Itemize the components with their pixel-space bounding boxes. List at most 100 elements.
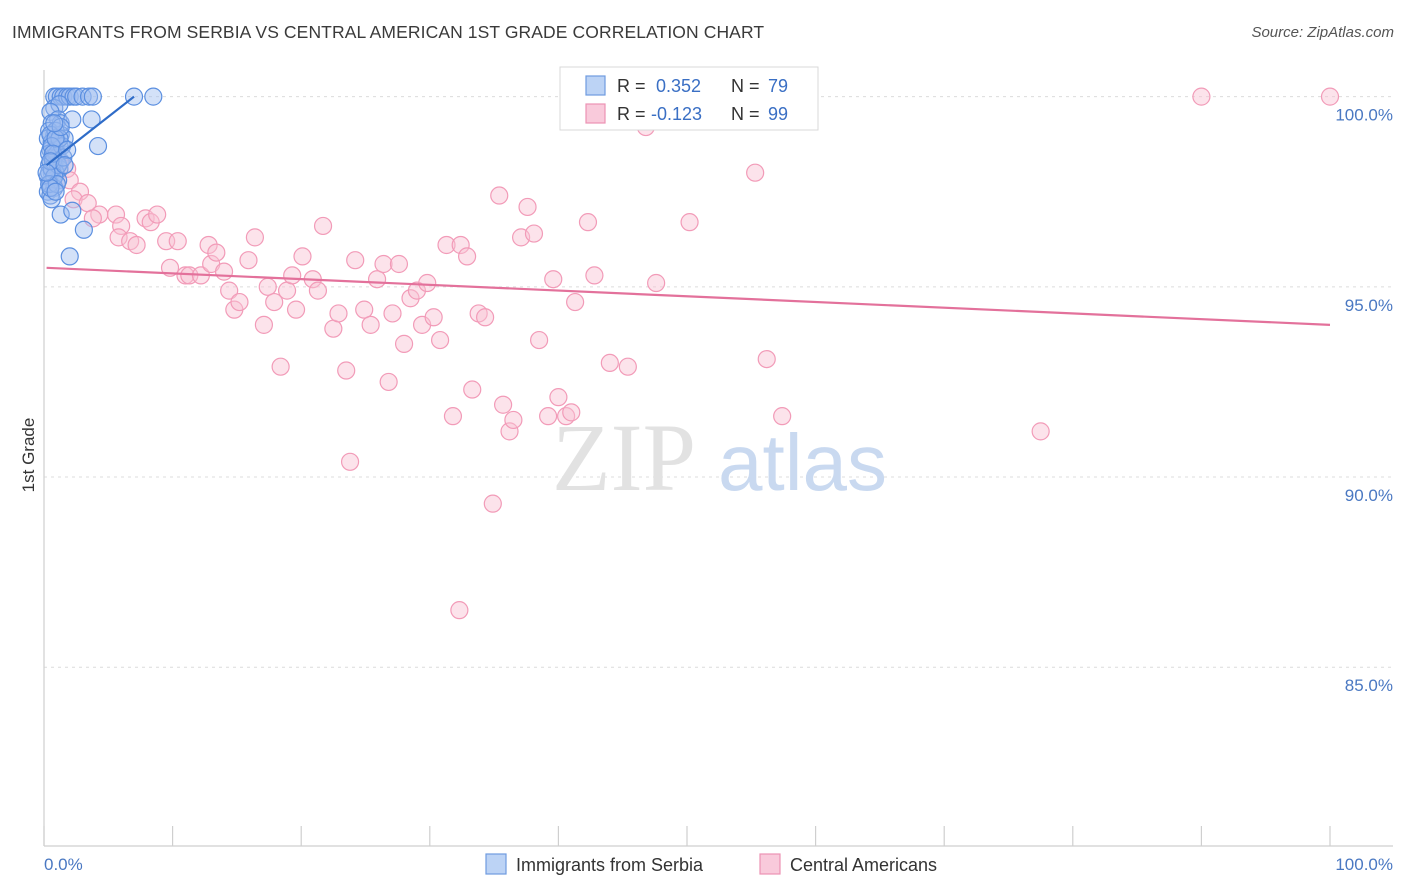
central-americans-point (340, 452, 360, 471)
y-axis-title: 1st Grade (19, 418, 38, 493)
central-americans-point (127, 235, 146, 255)
legend-central-label: Central Americans (790, 855, 937, 875)
central-americans-point (566, 292, 585, 312)
central-americans-point (141, 213, 160, 232)
central-americans-point (647, 273, 666, 293)
serbia-swatch (585, 75, 606, 96)
central-americans-point (355, 300, 374, 319)
y-tick-label: 95.0% (1345, 296, 1393, 315)
x-tick-label-min: 0.0% (44, 855, 83, 874)
legend-serbia-swatch (485, 853, 507, 875)
serbia-points (37, 87, 163, 266)
y-tick-label: 100.0% (1335, 106, 1393, 125)
serbia-point (60, 87, 79, 106)
central-americans-point (757, 349, 776, 369)
central-americans-point (361, 315, 380, 334)
central-americans-point (254, 315, 274, 334)
x-axis-ticks (43, 826, 1331, 846)
central-americans-point (443, 407, 463, 426)
central-americans-point (578, 213, 598, 232)
central-americans-point (245, 228, 265, 247)
central-americans-point (286, 300, 306, 319)
stats-legend: R = 0.352 N = 79 R = -0.123 N = 99 (559, 66, 819, 131)
serbia-point (60, 247, 79, 266)
central-americans-point (329, 304, 348, 323)
central-r-value: -0.123 (651, 104, 702, 124)
central-americans-point (524, 224, 544, 243)
serbia-point (73, 87, 92, 106)
serbia-point (37, 163, 56, 182)
serbia-point (88, 136, 108, 156)
central-americans-point (424, 308, 443, 327)
central-americans-point (544, 270, 563, 289)
central-americans-point (401, 289, 420, 308)
central-americans-point (313, 216, 333, 236)
central-americans-point (494, 395, 513, 414)
legend-serbia-label: Immigrants from Serbia (516, 855, 704, 875)
central-americans-point (585, 266, 604, 285)
serbia-point (51, 205, 70, 224)
trend-lines (45, 95, 1331, 326)
central-americans-point (1031, 422, 1050, 441)
central-americans-point (220, 281, 239, 300)
y-tick-label: 85.0% (1345, 676, 1393, 695)
central-americans-point (389, 254, 409, 274)
central-americans-point (148, 205, 167, 224)
central-americans-point (1192, 87, 1211, 106)
central-americans-point (168, 232, 187, 251)
central-americans-point (504, 410, 523, 430)
central-americans-point (367, 270, 387, 289)
chart-title: IMMIGRANTS FROM SERBIA VS CENTRAL AMERIC… (12, 22, 765, 42)
central-americans-point (277, 281, 297, 300)
central-americans-point (283, 266, 302, 285)
central-americans-point (230, 292, 249, 312)
central-americans-point (475, 308, 495, 327)
central-americans-point (324, 319, 343, 338)
central-americans-point (207, 243, 226, 262)
y-axis-tick-labels: 85.0% 90.0% 95.0% 100.0% (1335, 106, 1393, 696)
central-americans-point (214, 262, 234, 281)
central-americans-point (773, 407, 792, 426)
central-n-label: N = (731, 104, 760, 124)
central-swatch (585, 103, 606, 124)
central-americans-points (45, 87, 1340, 620)
serbia-point (46, 129, 65, 148)
central-americans-point (199, 235, 218, 255)
watermark: ZIP atlas (552, 404, 887, 511)
central-americans-point (600, 353, 619, 373)
legend-central-swatch (759, 853, 781, 875)
central-americans-point (430, 330, 450, 350)
central-americans-point (618, 357, 637, 376)
central-americans-point (451, 235, 470, 255)
central-americans-point (271, 357, 290, 376)
central-r-label: R = (617, 104, 646, 124)
x-tick-label-max: 100.0% (1335, 855, 1393, 874)
central-americans-point (383, 304, 402, 323)
central-americans-point (450, 601, 469, 620)
central-americans-point (539, 407, 558, 426)
serbia-n-value: 79 (768, 76, 788, 96)
central-americans-point (549, 388, 568, 407)
central-americans-point (1320, 87, 1340, 106)
central-americans-point (518, 197, 537, 217)
central-americans-point (680, 213, 699, 232)
central-americans-point (483, 494, 502, 513)
serbia-point (45, 114, 64, 133)
central-americans-point (379, 372, 398, 392)
serbia-point (55, 155, 74, 175)
gridlines (44, 96, 1393, 668)
central-n-value: 99 (768, 104, 788, 124)
central-americans-point (346, 251, 365, 270)
serbia-r-value: 0.352 (656, 76, 701, 96)
central-americans-point (258, 277, 277, 296)
central-americans-point (418, 273, 437, 293)
serbia-trend-line (45, 95, 135, 166)
central-americans-point (265, 292, 284, 312)
central-americans-point (746, 163, 765, 182)
serbia-point (74, 220, 93, 239)
watermark-zip: ZIP (552, 404, 696, 511)
central-americans-point (239, 251, 258, 270)
central-americans-point (374, 254, 393, 274)
central-americans-point (308, 281, 328, 300)
